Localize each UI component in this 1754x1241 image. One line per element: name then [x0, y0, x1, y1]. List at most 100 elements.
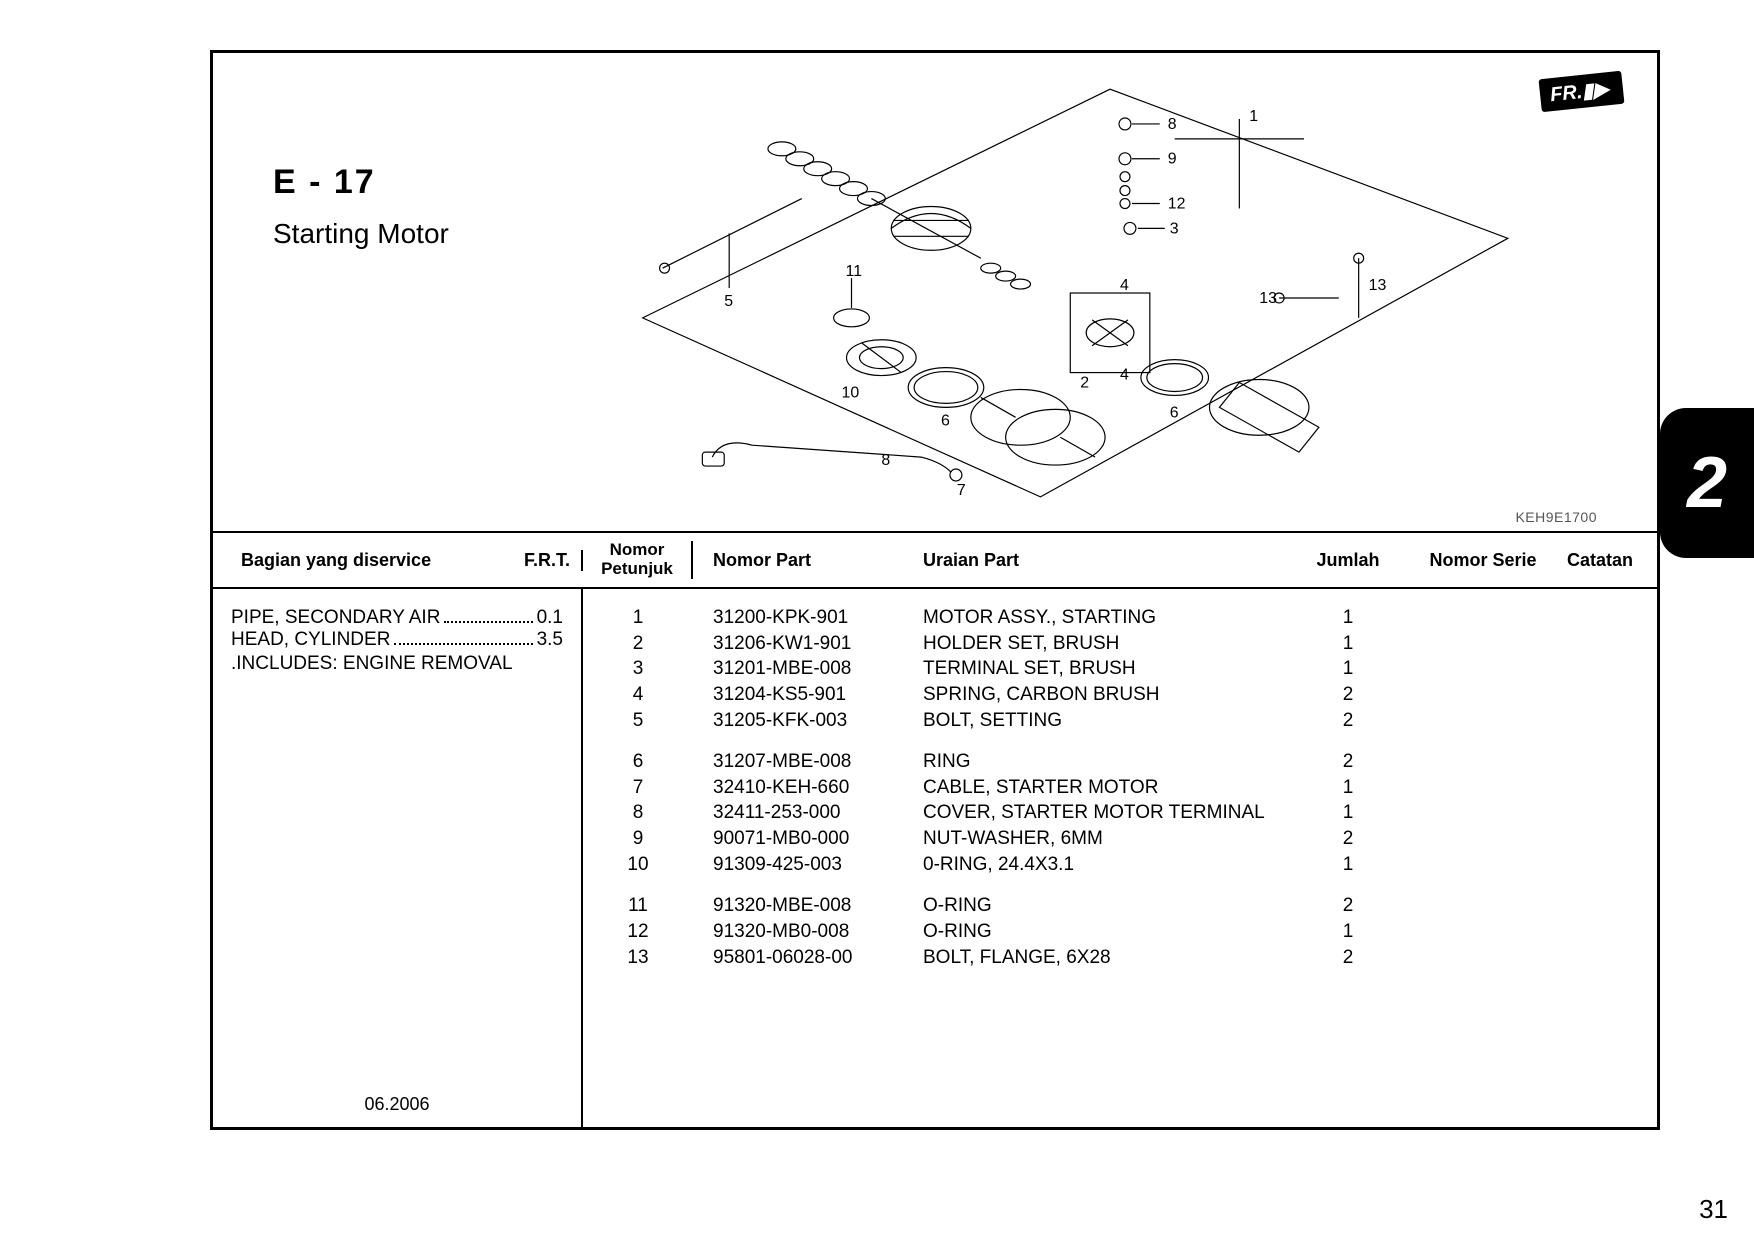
- svg-text:6: 6: [1170, 404, 1179, 421]
- part-number: 31207-MBE-008: [693, 749, 923, 775]
- parts-group: 131200-KPK-901MOTOR ASSY., STARTING12312…: [583, 605, 1657, 733]
- part-desc: TERMINAL SET, BRUSH: [923, 656, 1293, 682]
- service-row: PIPE, SECONDARY AIR 0.1: [231, 607, 563, 629]
- service-name: HEAD, CYLINDER: [231, 629, 390, 651]
- svg-text:5: 5: [724, 293, 733, 310]
- parts-group: 1191320-MBE-008O-RING21291320-MB0-008O-R…: [583, 893, 1657, 970]
- part-number: 31205-KFK-003: [693, 708, 923, 734]
- part-desc: CABLE, STARTER MOTOR: [923, 775, 1293, 801]
- svg-text:8: 8: [881, 452, 890, 469]
- part-note: [1563, 631, 1657, 657]
- part-note: [1563, 682, 1657, 708]
- part-number: 91320-MBE-008: [693, 893, 923, 919]
- service-name: PIPE, SECONDARY AIR: [231, 607, 440, 629]
- part-serial: [1403, 656, 1563, 682]
- svg-text:1: 1: [1249, 108, 1258, 125]
- part-note: [1563, 605, 1657, 631]
- upper-section: E - 17 Starting Motor FR.▮▶: [213, 53, 1657, 533]
- part-serial: [1403, 800, 1563, 826]
- section-tab: 2: [1660, 408, 1754, 558]
- part-serial: [1403, 852, 1563, 878]
- part-note: [1563, 749, 1657, 775]
- part-serial: [1403, 893, 1563, 919]
- part-row: 990071-MB0-000NUT-WASHER, 6MM2: [583, 826, 1657, 852]
- part-row: 832411-253-000COVER, STARTER MOTOR TERMI…: [583, 800, 1657, 826]
- part-qty: 1: [1293, 631, 1403, 657]
- part-desc: HOLDER SET, BRUSH: [923, 631, 1293, 657]
- svg-text:13: 13: [1259, 290, 1277, 307]
- part-ref: 1: [583, 605, 693, 631]
- part-qty: 2: [1293, 893, 1403, 919]
- diagram-cell: FR.▮▶: [583, 53, 1657, 531]
- part-row: 131200-KPK-901MOTOR ASSY., STARTING1: [583, 605, 1657, 631]
- part-row: 1395801-06028-00 BOLT, FLANGE, 6X282: [583, 945, 1657, 971]
- hdr-qty: Jumlah: [1293, 550, 1403, 571]
- part-qty: 2: [1293, 945, 1403, 971]
- part-note: [1563, 656, 1657, 682]
- part-note: [1563, 800, 1657, 826]
- part-note: [1563, 893, 1657, 919]
- part-ref: 12: [583, 919, 693, 945]
- dot-leader: [444, 607, 532, 623]
- dot-leader: [394, 629, 532, 645]
- part-desc: O-RING: [923, 919, 1293, 945]
- title-cell: E - 17 Starting Motor: [213, 53, 583, 531]
- part-ref: 6: [583, 749, 693, 775]
- part-desc: O-RING: [923, 893, 1293, 919]
- svg-text:9: 9: [1168, 151, 1177, 168]
- service-note: .INCLUDES: ENGINE REMOVAL: [231, 653, 563, 675]
- table-body: PIPE, SECONDARY AIR0.1HEAD, CYLINDER3.5 …: [213, 589, 1657, 1129]
- table-header: Bagian yang diservice F.R.T. Nomor Petun…: [213, 533, 1657, 589]
- part-row: 231206-KW1-901HOLDER SET, BRUSH1: [583, 631, 1657, 657]
- service-frt: 3.5: [537, 629, 563, 651]
- part-ref: 5: [583, 708, 693, 734]
- part-serial: [1403, 749, 1563, 775]
- hdr-ref: Nomor Petunjuk: [583, 541, 693, 578]
- part-desc: COVER, STARTER MOTOR TERMINAL: [923, 800, 1293, 826]
- part-qty: 2: [1293, 749, 1403, 775]
- svg-text:4: 4: [1120, 277, 1129, 294]
- svg-text:4: 4: [1120, 367, 1129, 384]
- part-row: 331201-MBE-008TERMINAL SET, BRUSH1: [583, 656, 1657, 682]
- part-number: 31200-KPK-901: [693, 605, 923, 631]
- part-desc: NUT-WASHER, 6MM: [923, 826, 1293, 852]
- part-qty: 1: [1293, 919, 1403, 945]
- part-desc: RING: [923, 749, 1293, 775]
- part-ref: 10: [583, 852, 693, 878]
- date-stamp: 06.2006: [213, 1094, 581, 1115]
- part-desc: SPRING, CARBON BRUSH: [923, 682, 1293, 708]
- part-note: [1563, 826, 1657, 852]
- part-note: [1563, 852, 1657, 878]
- parts-group: 631207-MBE-008RING2732410-KEH-660CABLE, …: [583, 749, 1657, 877]
- part-row: 1091309-425-0030-RING, 24.4X3.11: [583, 852, 1657, 878]
- part-serial: [1403, 631, 1563, 657]
- exploded-diagram: 1 8 9 12 3 4 4 2 5 11 10 6 6 7 8 13 13: [583, 57, 1657, 535]
- part-note: [1563, 775, 1657, 801]
- part-qty: 2: [1293, 708, 1403, 734]
- hdr-service: Bagian yang diservice: [213, 550, 513, 571]
- part-serial: [1403, 682, 1563, 708]
- svg-text:8: 8: [1168, 116, 1177, 133]
- part-qty: 1: [1293, 852, 1403, 878]
- part-row: 431204-KS5-901SPRING, CARBON BRUSH2: [583, 682, 1657, 708]
- part-qty: 2: [1293, 826, 1403, 852]
- part-row: 1191320-MBE-008O-RING2: [583, 893, 1657, 919]
- part-qty: 1: [1293, 605, 1403, 631]
- part-ref: 4: [583, 682, 693, 708]
- part-note: [1563, 945, 1657, 971]
- part-desc: BOLT, FLANGE, 6X28: [923, 945, 1293, 971]
- part-serial: [1403, 708, 1563, 734]
- part-ref: 2: [583, 631, 693, 657]
- page-number: 31: [1699, 1194, 1728, 1225]
- part-number: 31204-KS5-901: [693, 682, 923, 708]
- service-row: HEAD, CYLINDER 3.5: [231, 629, 563, 651]
- part-row: 1291320-MB0-008O-RING1: [583, 919, 1657, 945]
- part-ref: 13: [583, 945, 693, 971]
- diagram-id: KEH9E1700: [1515, 509, 1597, 525]
- part-number: 95801-06028-00: [693, 945, 923, 971]
- service-frt: 0.1: [537, 607, 563, 629]
- section-name: Starting Motor: [273, 218, 583, 250]
- hdr-note: Catatan: [1563, 550, 1657, 571]
- svg-text:3: 3: [1170, 220, 1179, 237]
- part-number: 31206-KW1-901: [693, 631, 923, 657]
